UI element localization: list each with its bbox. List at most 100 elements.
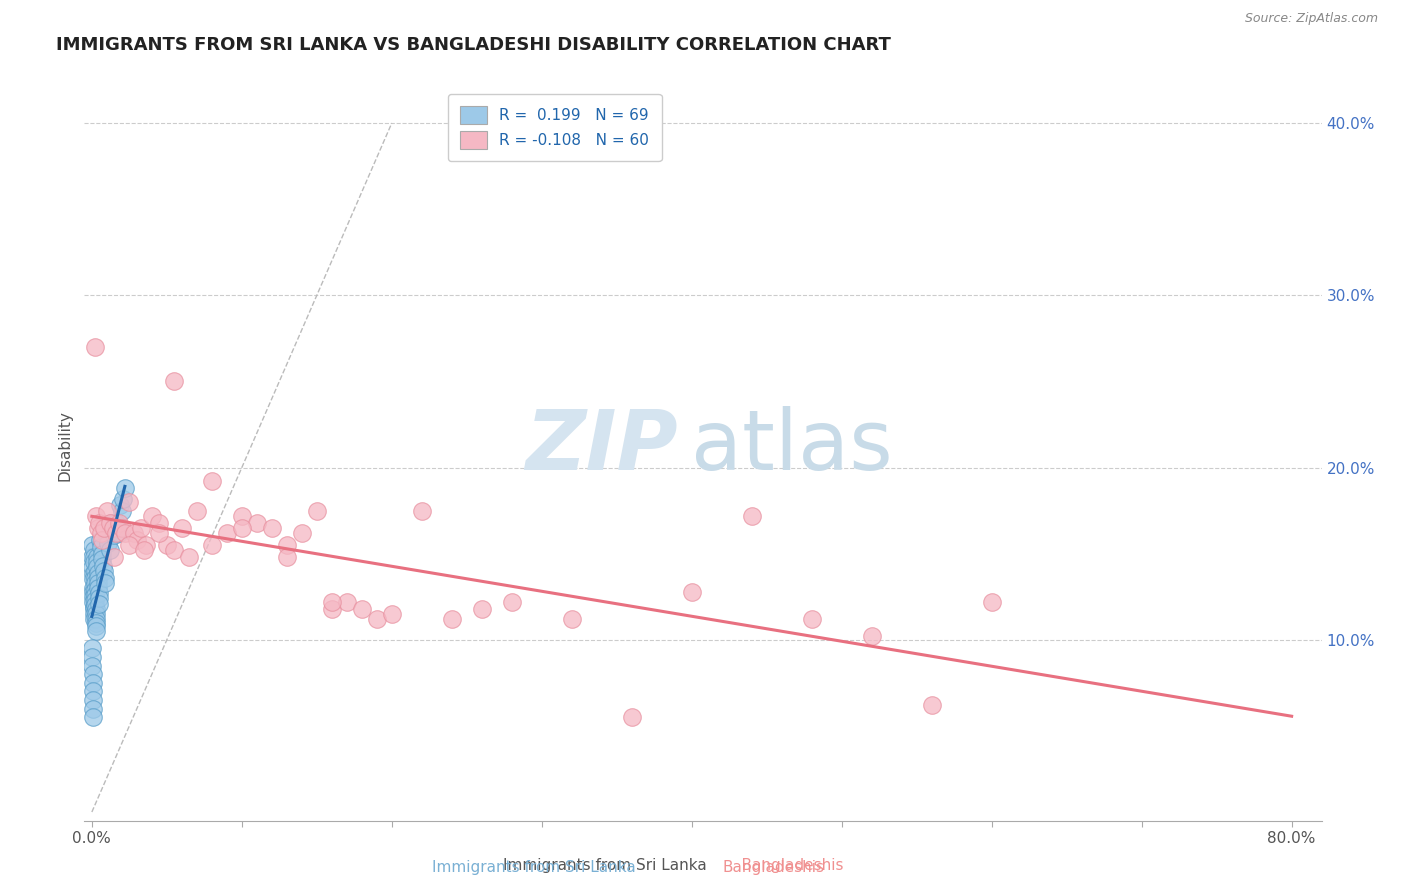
Point <box>87 521 110 535</box>
Point <box>83 576 105 591</box>
Point <box>108 516 131 530</box>
Point <box>104 516 127 530</box>
Point <box>82 650 104 665</box>
Point <box>82 584 104 599</box>
Point <box>215 526 238 541</box>
Point <box>163 543 186 558</box>
Point <box>291 526 314 541</box>
Point <box>122 526 145 541</box>
Point <box>156 538 179 552</box>
Point <box>91 533 114 547</box>
Text: Immigrants from Sri Lanka: Immigrants from Sri Lanka <box>503 858 706 872</box>
Point <box>82 560 104 574</box>
Point <box>93 571 115 585</box>
Point <box>105 521 128 535</box>
Point <box>276 538 298 552</box>
Text: Bangladeshis: Bangladeshis <box>605 858 844 872</box>
Point <box>134 543 156 558</box>
Point <box>91 551 114 566</box>
Point <box>201 538 224 552</box>
Point <box>860 629 883 643</box>
Point <box>170 521 193 535</box>
Point <box>90 540 112 554</box>
Point <box>93 521 115 535</box>
Point <box>561 612 583 626</box>
Point <box>321 601 343 615</box>
Point <box>82 658 104 673</box>
Point <box>141 508 163 523</box>
Point <box>84 582 107 597</box>
Point <box>118 495 141 509</box>
Point <box>89 533 111 547</box>
Point <box>84 599 107 613</box>
Point <box>305 503 328 517</box>
Point <box>148 526 170 541</box>
Point <box>440 612 463 626</box>
Point <box>111 503 134 517</box>
Point <box>231 521 253 535</box>
Point <box>82 573 104 587</box>
Point <box>89 597 111 611</box>
Point <box>336 595 359 609</box>
Point <box>83 340 105 354</box>
Point <box>82 595 104 609</box>
Point <box>98 516 121 530</box>
Text: Bangladeshis: Bangladeshis <box>723 861 824 875</box>
Point <box>83 550 105 565</box>
Point <box>96 529 118 543</box>
Point <box>86 508 108 523</box>
Text: Immigrants from Sri Lanka: Immigrants from Sri Lanka <box>433 861 636 875</box>
Point <box>86 624 108 639</box>
Point <box>82 550 104 565</box>
Point <box>83 543 105 558</box>
Point <box>800 612 823 626</box>
Point <box>980 595 1002 609</box>
Point <box>86 550 108 565</box>
Point <box>471 601 494 615</box>
Point <box>620 710 643 724</box>
Point <box>82 701 104 715</box>
Point <box>350 601 373 615</box>
Point <box>82 693 104 707</box>
Point <box>82 676 104 690</box>
Point <box>112 491 135 506</box>
Point <box>82 538 104 552</box>
Point <box>98 543 121 558</box>
Point <box>741 508 763 523</box>
Y-axis label: Disability: Disability <box>58 410 73 482</box>
Point <box>101 521 124 535</box>
Point <box>103 550 125 565</box>
Point <box>104 526 127 541</box>
Point <box>114 526 136 541</box>
Point <box>110 499 132 513</box>
Point <box>84 619 107 633</box>
Point <box>82 641 104 656</box>
Point <box>186 503 208 517</box>
Point <box>84 607 107 621</box>
Point <box>148 516 170 530</box>
Point <box>82 710 104 724</box>
Point <box>83 612 105 626</box>
Point <box>231 508 253 523</box>
Point <box>89 516 111 530</box>
Point <box>381 607 404 621</box>
Point <box>246 516 269 530</box>
Point <box>91 558 114 573</box>
Point <box>681 584 703 599</box>
Point <box>96 503 118 517</box>
Point <box>321 595 343 609</box>
Point <box>84 593 107 607</box>
Point <box>87 591 110 606</box>
Point <box>87 586 110 600</box>
Point <box>84 601 107 615</box>
Point <box>163 375 186 389</box>
Point <box>90 547 112 561</box>
Point <box>84 588 107 602</box>
Point <box>83 607 105 621</box>
Point <box>83 564 105 578</box>
Point <box>84 615 107 630</box>
Point <box>87 581 110 595</box>
Point <box>93 564 115 578</box>
Point <box>82 567 104 582</box>
Text: atlas: atlas <box>690 406 893 486</box>
